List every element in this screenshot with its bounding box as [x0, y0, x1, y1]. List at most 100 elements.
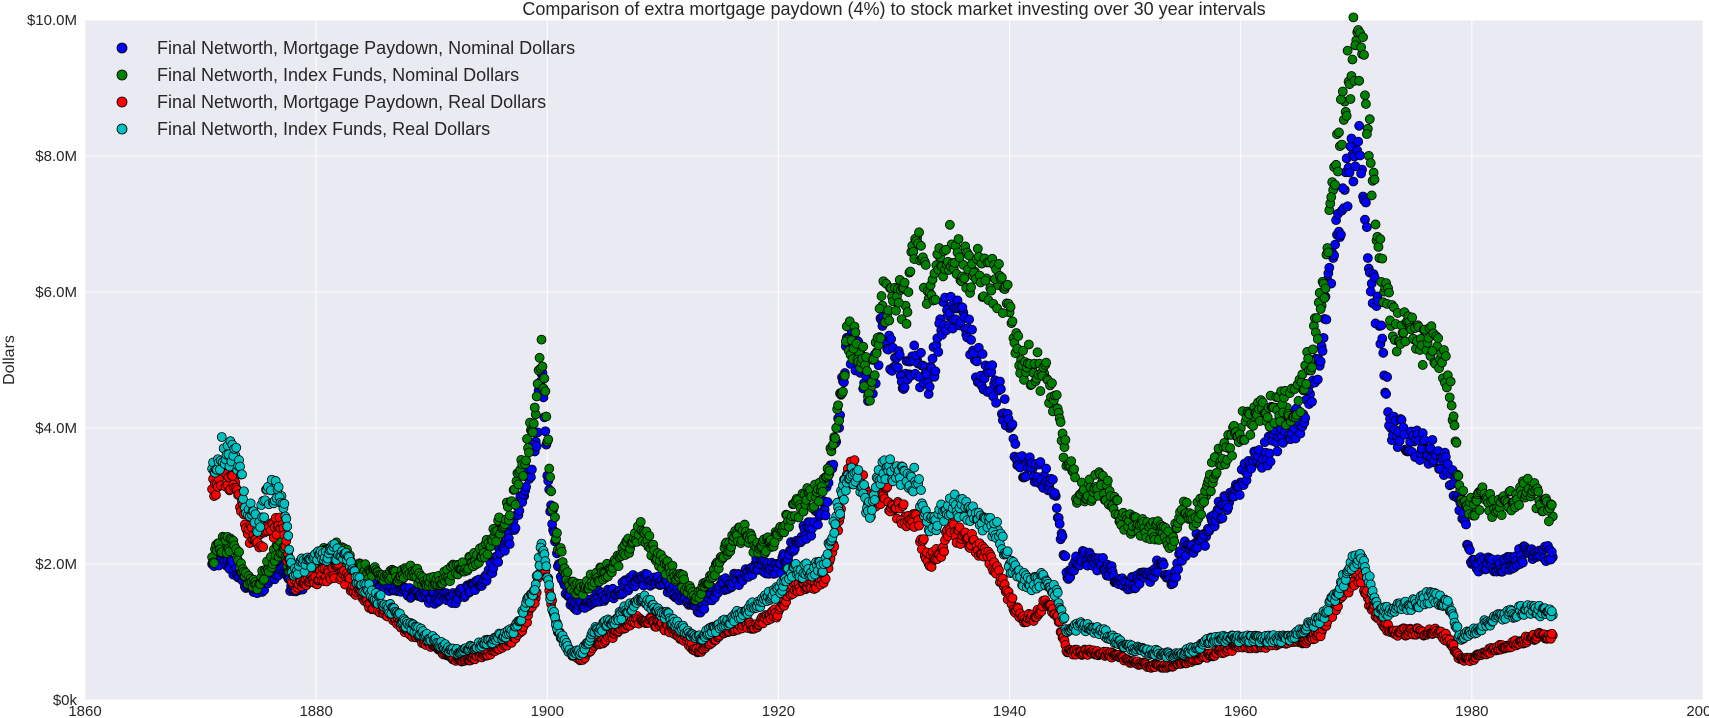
data-point: [1533, 486, 1544, 497]
data-point: [531, 391, 542, 402]
data-point: [899, 277, 910, 288]
data-point: [1320, 283, 1331, 294]
data-point: [874, 303, 885, 314]
data-point: [1301, 379, 1312, 389]
data-point: [1005, 301, 1016, 312]
data-point: [1200, 541, 1210, 551]
data-point: [930, 294, 941, 305]
data-point: [1234, 490, 1245, 500]
data-point: [1069, 464, 1079, 475]
data-point: [1342, 201, 1353, 212]
data-point: [279, 498, 290, 509]
data-point: [835, 508, 845, 519]
data-point: [967, 324, 977, 335]
data-point: [1496, 510, 1507, 521]
data-point: [892, 362, 903, 373]
data-point: [1307, 362, 1317, 373]
data-point: [1041, 463, 1052, 474]
data-point: [1417, 360, 1428, 370]
data-point: [531, 441, 542, 452]
data-point: [1055, 417, 1066, 428]
data-point: [1060, 434, 1071, 445]
data-point: [1319, 293, 1330, 303]
data-point: [1384, 287, 1394, 298]
data-point: [1048, 474, 1058, 485]
data-point: [539, 373, 550, 384]
data-point: [1353, 136, 1364, 147]
data-point: [869, 370, 880, 381]
data-point: [1458, 485, 1469, 496]
data-point: [1544, 516, 1554, 527]
data-point: [1196, 509, 1207, 520]
data-point: [237, 469, 247, 480]
data-point: [914, 227, 924, 238]
data-point: [1407, 312, 1418, 323]
data-point: [850, 327, 861, 338]
data-point: [1361, 222, 1372, 233]
data-point: [1336, 139, 1347, 150]
data-point: [1324, 262, 1335, 273]
data-point: [916, 485, 926, 496]
data-point: [830, 519, 841, 530]
data-point: [821, 558, 832, 568]
data-point: [999, 394, 1010, 405]
data-point: [1010, 439, 1021, 449]
data-point: [939, 546, 949, 557]
data-point: [901, 318, 912, 329]
data-point: [1007, 316, 1018, 327]
data-point: [824, 465, 835, 476]
data-point: [813, 496, 824, 507]
data-point: [545, 472, 556, 482]
data-point: [550, 512, 560, 523]
data-point: [1311, 313, 1322, 323]
data-point: [527, 427, 538, 438]
data-point: [966, 334, 976, 345]
data-point: [549, 501, 559, 512]
data-point: [1035, 457, 1046, 467]
data-point: [1051, 390, 1062, 400]
data-point: [239, 486, 249, 497]
data-point: [1370, 219, 1381, 230]
data-point: [1335, 229, 1346, 240]
data-point: [903, 287, 914, 297]
data-point: [1223, 502, 1234, 513]
data-point: [1358, 32, 1368, 43]
data-point: [875, 333, 886, 344]
data-point: [918, 534, 929, 544]
data-point: [532, 570, 543, 581]
data-point: [1433, 333, 1444, 344]
data-point: [544, 580, 555, 591]
data-point: [1169, 536, 1180, 547]
data-point: [1546, 499, 1557, 510]
data-point: [540, 386, 551, 397]
data-point: [986, 285, 997, 296]
data-point: [284, 544, 295, 555]
data-point: [259, 512, 270, 523]
data-point: [996, 384, 1006, 395]
data-point: [1448, 411, 1459, 422]
data-point: [1381, 389, 1392, 399]
data-point: [817, 486, 828, 497]
data-point: [957, 302, 968, 313]
data-point: [1245, 429, 1256, 440]
data-point: [546, 591, 557, 602]
data-point: [1377, 253, 1388, 264]
data-point: [994, 259, 1004, 269]
data-point: [541, 561, 552, 572]
data-point: [510, 523, 521, 533]
data-point: [971, 356, 982, 367]
data-point: [1361, 129, 1372, 139]
data-point: [876, 291, 887, 301]
data-point: [635, 516, 646, 527]
data-point: [966, 282, 976, 293]
data-point: [513, 479, 524, 490]
data-point: [216, 432, 227, 442]
data-point: [1308, 344, 1318, 355]
data-points: [207, 12, 1558, 673]
data-point: [1002, 279, 1013, 290]
data-point: [231, 442, 242, 453]
data-point: [1337, 86, 1348, 97]
data-point: [543, 434, 554, 445]
data-point: [1047, 378, 1057, 389]
